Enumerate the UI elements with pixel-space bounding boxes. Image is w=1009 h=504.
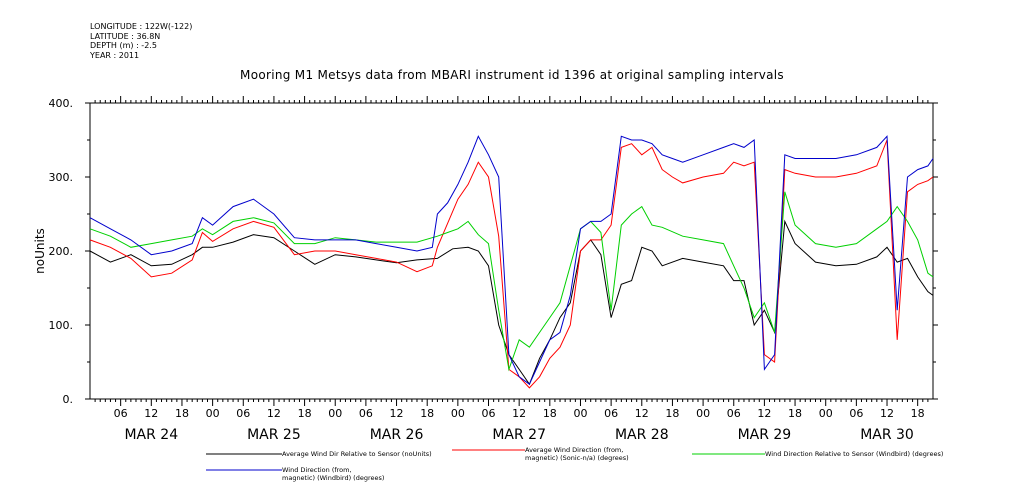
- x-tick-label: 18: [665, 407, 679, 420]
- x-tick-label: 18: [788, 407, 802, 420]
- year-label: YEAR : 2011: [90, 50, 140, 60]
- y-axis-label: noUnits: [33, 228, 47, 274]
- x-tick-label: 18: [911, 407, 925, 420]
- x-tick-label: 00: [819, 407, 833, 420]
- x-tick-label: 12: [390, 407, 404, 420]
- x-tick-label: 00: [696, 407, 710, 420]
- x-tick-label: 00: [451, 407, 465, 420]
- x-tick-label: 00: [573, 407, 587, 420]
- x-tick-label: 06: [849, 407, 863, 420]
- y-tick-label: 0.: [63, 393, 74, 406]
- day-label: MAR 27: [492, 427, 546, 443]
- x-tick-label: 18: [543, 407, 557, 420]
- x-tick-label: 06: [482, 407, 496, 420]
- day-label: MAR 25: [247, 427, 301, 443]
- x-tick-label: 12: [880, 407, 894, 420]
- x-tick-label: 06: [359, 407, 373, 420]
- x-tick-label: 06: [114, 407, 128, 420]
- y-tick-label: 300.: [49, 171, 74, 184]
- y-tick-label: 200.: [49, 245, 74, 258]
- chart-title: Mooring M1 Metsys data from MBARI instru…: [240, 68, 784, 82]
- x-tick-label: 18: [298, 407, 312, 420]
- legend-text: Average Wind Dir Relative to Sensor (noU…: [282, 450, 432, 458]
- legend-text: Average Wind Direction (from, magnetic) …: [525, 446, 629, 462]
- legend-entry-wind-rel: Wind Direction Relative to Sensor (Windb…: [692, 450, 944, 459]
- x-tick-label: 00: [328, 407, 342, 420]
- series-line-4: [89, 135, 934, 385]
- x-tick-label: 12: [267, 407, 281, 420]
- day-label: MAR 29: [738, 427, 792, 443]
- x-tick-label: 18: [420, 407, 434, 420]
- legend-entry-wind-mag: Wind Direction (from, magnetic) (Windbir…: [206, 466, 385, 482]
- metadata-block: LONGITUDE : 122W(-122) LATITUDE : 36.8N …: [90, 22, 192, 60]
- legend-text: Wind Direction (from, magnetic) (Windbir…: [282, 466, 385, 482]
- y-tick-label: 100.: [49, 319, 74, 332]
- legend-entry-avg-mag: Average Wind Direction (from, magnetic) …: [452, 446, 629, 462]
- x-tick-label: 12: [635, 407, 649, 420]
- x-tick-label: 18: [175, 407, 189, 420]
- depth-label: DEPTH (m) : -2.5: [90, 41, 157, 50]
- legend-text: Wind Direction Relative to Sensor (Windb…: [765, 450, 944, 458]
- plot-frame: [89, 102, 934, 400]
- latitude-label: LATITUDE : 36.8N: [90, 31, 161, 41]
- legend-entry-avg-rel: Average Wind Dir Relative to Sensor (noU…: [206, 450, 432, 459]
- x-tick-label: 00: [206, 407, 220, 420]
- day-label: MAR 24: [124, 427, 178, 443]
- y-tick-label: 400.: [49, 97, 74, 110]
- series-line-2: [89, 139, 934, 389]
- x-tick-label: 06: [604, 407, 618, 420]
- x-tick-label: 12: [512, 407, 526, 420]
- x-tick-label: 06: [236, 407, 250, 420]
- x-tick-label: 12: [144, 407, 158, 420]
- day-label: MAR 30: [860, 427, 914, 443]
- series-line-3: [89, 191, 934, 372]
- x-tick-label: 12: [757, 407, 771, 420]
- x-tick-label: 06: [727, 407, 741, 420]
- day-label: MAR 26: [370, 427, 424, 443]
- series-line-1: [89, 219, 934, 386]
- day-label: MAR 28: [615, 427, 669, 443]
- longitude-label: LONGITUDE : 122W(-122): [90, 22, 193, 31]
